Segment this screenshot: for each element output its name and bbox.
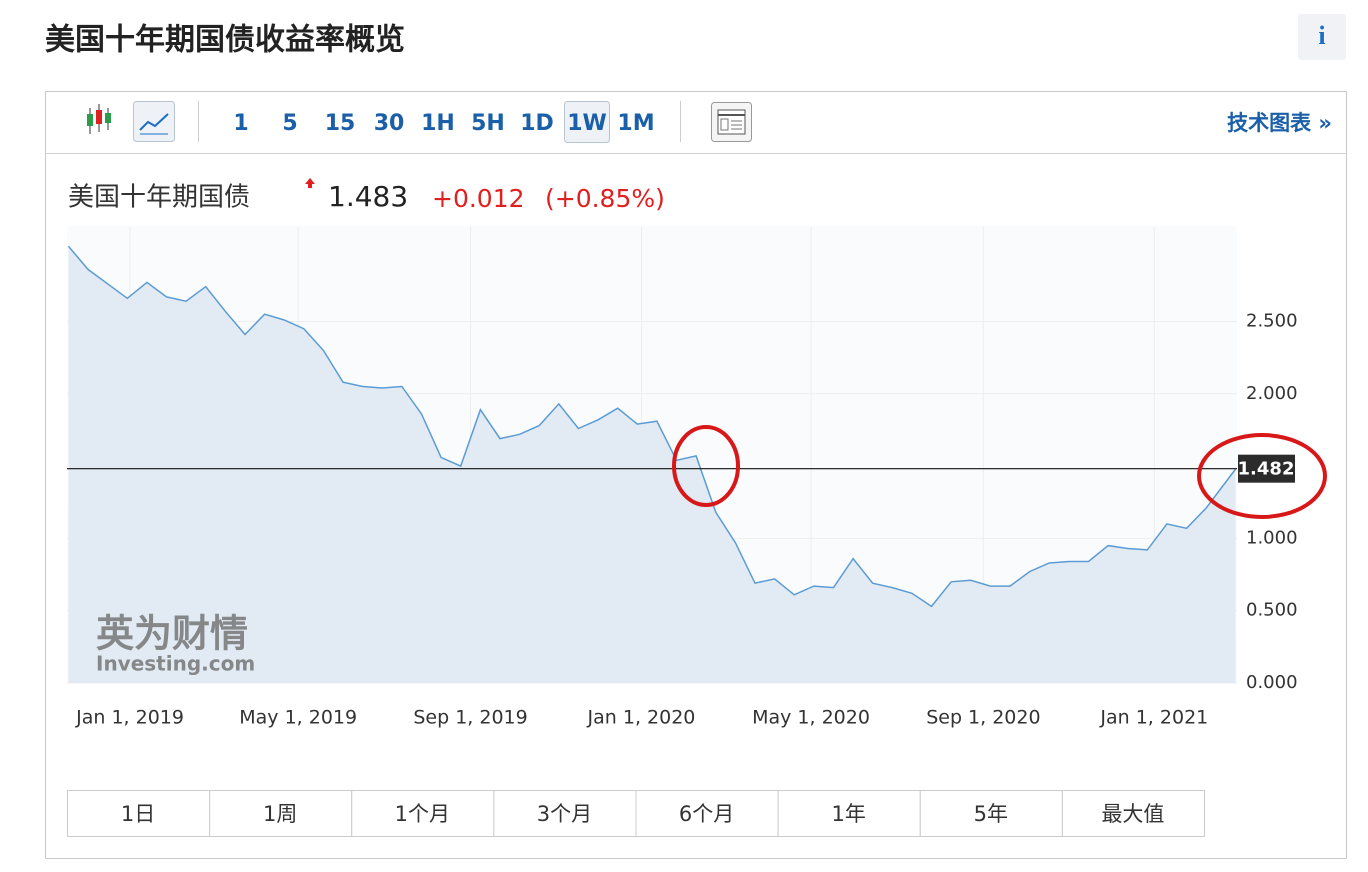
up-arrow (305, 178, 315, 188)
range-button[interactable] (493, 790, 637, 837)
range-button[interactable] (919, 790, 1063, 837)
watermark-site: Investing.com (96, 652, 255, 676)
table-icon[interactable] (711, 102, 752, 142)
interval-selected-bg (564, 101, 610, 143)
line (67, 245, 1237, 608)
range-button[interactable] (351, 790, 495, 837)
watermark: 英为财情 Investing.com (96, 612, 255, 676)
highlight-circle (1197, 433, 1327, 519)
x-tick-label: May 1, 2019 (239, 707, 357, 729)
price-label: 1.482 (1238, 459, 1295, 480)
x-tick-label: Jan 1, 2021 (1099, 707, 1208, 729)
quote-price: 1.483 (328, 180, 408, 213)
interval-button[interactable]: 1M (617, 111, 654, 136)
quote-change: +0.012 (432, 184, 525, 213)
x-tick-label: Jan 1, 2019 (75, 707, 184, 729)
interval-group: 1 5 15 30 1H 5H 1D 1W 1M (233, 101, 655, 143)
x-tick-label: Sep 1, 2019 (413, 707, 527, 729)
range-label: 1年 (832, 802, 866, 826)
interval-button[interactable]: 1 (233, 111, 248, 136)
info-icon: i (1318, 21, 1325, 50)
page-title: 美国十年期国债收益率概览 (45, 23, 405, 58)
quote-name: 美国十年期国债 (68, 183, 250, 213)
candle-icon[interactable] (87, 104, 111, 134)
line-icon[interactable] (133, 101, 175, 142)
x-tick-label: Jan 1, 2020 (587, 707, 696, 729)
range-button[interactable] (1061, 790, 1205, 837)
range-label: 最大值 (1101, 802, 1164, 826)
range-button[interactable] (777, 790, 921, 837)
range-label: 5年 (974, 802, 1008, 826)
plot: 0.000 0.500 1.000 2.000 2.500 Jan 1, 2019 May … (67, 226, 1298, 729)
range-label: 1日 (121, 802, 155, 826)
interval-button[interactable]: 15 (325, 111, 356, 136)
range-button[interactable] (209, 790, 353, 837)
range-group: 1日 1周 1个月 3个月 6个月 1年 5年 最大值 (67, 790, 1205, 837)
area (68, 246, 1236, 683)
range-label: 6个月 (679, 802, 734, 826)
range-button[interactable] (635, 790, 779, 837)
y-tick-label: 2.000 (1246, 383, 1298, 404)
info-button[interactable] (1298, 14, 1346, 60)
watermark-brand: 英为财情 (96, 612, 248, 656)
range-label: 3个月 (537, 802, 592, 826)
highlight-circle (672, 425, 740, 507)
interval-button[interactable]: 1W (567, 111, 607, 136)
interval-button[interactable]: 30 (374, 111, 405, 136)
y-tick-label: 1.000 (1246, 527, 1298, 548)
x-tick-label: Sep 1, 2020 (926, 707, 1040, 729)
x-tick-label: May 1, 2020 (752, 707, 870, 729)
range-label: 1周 (263, 802, 297, 826)
interval-button[interactable]: 5 (282, 111, 297, 136)
y-tick-label: 0.000 (1246, 672, 1298, 693)
price-label-bg (1238, 454, 1295, 483)
quote-change-pct: (+0.85%) (545, 184, 665, 213)
range-label: 1个月 (395, 802, 450, 826)
interval-button[interactable]: 1D (520, 111, 554, 136)
tech-chart-link[interactable]: 技术图表 » (1227, 111, 1332, 135)
interval-button[interactable]: 1H (421, 111, 455, 136)
y-tick-label: 0.500 (1246, 600, 1298, 621)
y-tick-label: 2.500 (1246, 310, 1298, 331)
interval-button[interactable]: 5H (471, 111, 505, 136)
